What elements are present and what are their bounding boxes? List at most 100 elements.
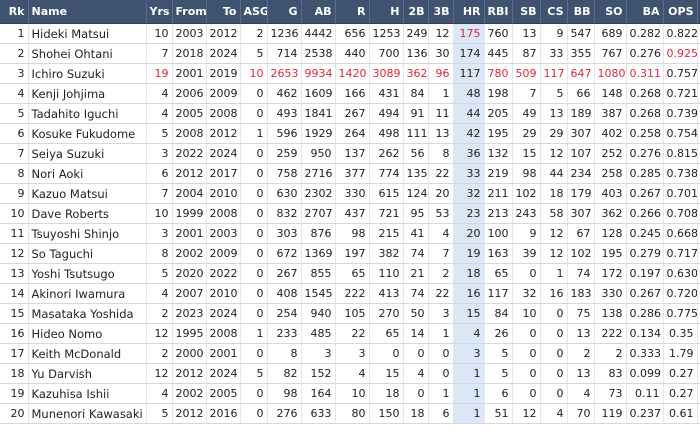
cell-yrs: 12	[146, 363, 173, 384]
cell-asg: 0	[240, 243, 268, 264]
cell-ba: 0.276	[626, 43, 664, 64]
cell-ops: 1.79	[663, 343, 698, 364]
cell-ops: 0.754	[663, 123, 698, 144]
cell-war: -2.0	[697, 263, 700, 284]
column-header-rk[interactable]: Rk	[0, 0, 29, 24]
column-header-2b[interactable]: 2B	[403, 0, 429, 24]
cell-to: 2010	[206, 283, 241, 304]
cell-r: 437	[335, 203, 370, 224]
cell-bb: 355	[567, 43, 595, 64]
cell-cs: 18	[540, 183, 568, 204]
cell-to: 2008	[206, 323, 241, 344]
cell-so: 767	[594, 43, 627, 64]
cell-hr: 117	[453, 63, 485, 84]
cell-3b: 1	[428, 323, 454, 344]
column-header-from[interactable]: From	[172, 0, 207, 24]
cell-war: 20.9	[697, 323, 700, 344]
column-header-ba[interactable]: BA	[626, 0, 664, 24]
cell-cs: 4	[540, 403, 568, 424]
column-header-sb[interactable]: SB	[512, 0, 541, 24]
cell-to: 2022	[206, 263, 241, 284]
cell-cs: 1	[540, 263, 568, 284]
cell-cs: 12	[540, 243, 568, 264]
cell-war: 31.2	[697, 363, 700, 384]
cell-ops: 0.708	[663, 203, 698, 224]
cell-ops: 0.757	[663, 63, 698, 84]
cell-hr: 1	[453, 363, 485, 384]
column-header-3b[interactable]: 3B	[428, 0, 454, 24]
cell-ab: 4442	[301, 23, 336, 44]
cell-g: 493	[267, 103, 302, 124]
column-header-to[interactable]: To	[206, 0, 241, 24]
cell-ab: 1545	[301, 283, 336, 304]
cell-to: 2009	[206, 243, 241, 264]
cell-so: 2	[594, 343, 627, 364]
column-header-asg[interactable]: ASG	[240, 0, 268, 24]
cell-r: 330	[335, 183, 370, 204]
cell-2b: 91	[403, 103, 429, 124]
table-body: 1 Hideki Matsui 10 2003 2012 2 1236 4442 656 1253…	[0, 23, 700, 424]
cell-cs: 12	[540, 223, 568, 244]
cell-bb: 307	[567, 123, 595, 144]
column-header-g[interactable]: G	[267, 0, 302, 24]
cell-sb: 39	[512, 243, 541, 264]
cell-g: 596	[267, 123, 302, 144]
cell-yrs: 10	[146, 23, 173, 44]
cell-ops: 0.701	[663, 183, 698, 204]
cell-h: 110	[369, 263, 404, 284]
cell-rk: 17	[0, 343, 29, 364]
table-row: 10 Dave Roberts 10 1999 2008 0 832 2707 437 721 95…	[0, 203, 700, 224]
cell-cs: 0	[540, 323, 568, 344]
cell-war: 2.2	[697, 243, 700, 264]
column-header-rbi[interactable]: RBI	[484, 0, 513, 24]
cell-asg: 5	[240, 43, 268, 64]
cell-g: 758	[267, 163, 302, 184]
column-header-h[interactable]: H	[369, 0, 404, 24]
table-row: 20 Munenori Kawasaki 5 2012 2016 0 276 633 80 150…	[0, 403, 700, 424]
cell-so: 402	[594, 123, 627, 144]
cell-ba: 0.333	[626, 343, 664, 364]
cell-asg: 0	[240, 103, 268, 124]
column-header-hr[interactable]: HR	[453, 0, 485, 24]
column-header-bb[interactable]: BB	[567, 0, 595, 24]
cell-rk: 5	[0, 103, 29, 124]
cell-sb: 0	[512, 323, 541, 344]
cell-hr: 4	[453, 323, 485, 344]
cell-war: 6.4	[697, 103, 700, 124]
cell-from: 2002	[172, 383, 207, 404]
cell-yrs: 7	[146, 183, 173, 204]
cell-yrs: 19	[146, 63, 173, 84]
cell-3b: 8	[428, 143, 454, 164]
cell-yrs: 7	[146, 43, 173, 64]
column-header-war[interactable]: WAR	[697, 0, 700, 24]
cell-h: 3089	[369, 63, 404, 84]
cell-ba: 0.11	[626, 383, 664, 404]
cell-asg: 0	[240, 163, 268, 184]
cell-3b: 1	[428, 383, 454, 404]
cell-to: 2003	[206, 223, 241, 244]
cell-war: 5.3	[697, 83, 700, 104]
column-header-ab[interactable]: AB	[301, 0, 336, 24]
cell-so: 73	[594, 383, 627, 404]
cell-to: 2017	[206, 163, 241, 184]
cell-hr: 15	[453, 303, 485, 324]
cell-3b: 4	[428, 223, 454, 244]
column-header-so[interactable]: SO	[594, 0, 627, 24]
cell-r: 1420	[335, 63, 370, 84]
column-header-name[interactable]: Name	[28, 0, 147, 24]
table-row: 17 Keith McDonald 2 2000 2001 0 8 3 3 0 0 0 3 5 0 0 2 2 0.…	[0, 343, 700, 364]
cell-ba: 0.267	[626, 183, 664, 204]
cell-war: 10.3	[697, 163, 700, 184]
cell-rbi: 26	[484, 323, 513, 344]
column-header-ops[interactable]: OPS	[663, 0, 698, 24]
cell-asg: 2	[240, 23, 268, 44]
column-header-r[interactable]: R	[335, 0, 370, 24]
column-header-cs[interactable]: CS	[540, 0, 568, 24]
cell-asg: 0	[240, 83, 268, 104]
cell-sb: 29	[512, 123, 541, 144]
cell-to: 2001	[206, 343, 241, 364]
cell-sb: 9	[512, 223, 541, 244]
cell-hr: 175	[453, 23, 485, 44]
cell-r: 98	[335, 223, 370, 244]
column-header-yrs[interactable]: Yrs	[146, 0, 173, 24]
